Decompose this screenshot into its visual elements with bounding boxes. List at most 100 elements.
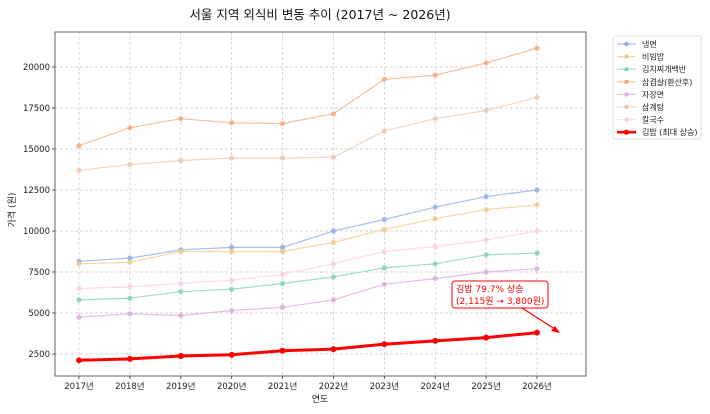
data-point[interactable] [229,277,235,283]
data-point[interactable] [229,155,235,161]
plot-frame [54,31,587,377]
chart-title: 서울 지역 외식비 변동 추이 (2017년 ~ 2026년) [189,7,450,22]
data-point[interactable] [279,271,286,278]
legend-item[interactable]: 삼겹살(환산후) [617,77,692,87]
series-lines [76,45,540,364]
data-point[interactable] [127,161,133,168]
data-point[interactable] [330,228,337,234]
data-point[interactable] [432,243,438,250]
data-point[interactable] [126,355,133,362]
data-point[interactable] [178,157,184,164]
data-point[interactable] [279,155,286,161]
legend-marker-icon [623,129,630,135]
data-point[interactable] [330,261,337,267]
data-point[interactable] [279,120,286,127]
data-point[interactable] [381,216,387,223]
x-tick-label: 2019년 [166,381,195,392]
data-point[interactable] [228,351,235,358]
data-point[interactable] [432,337,439,344]
data-point[interactable] [76,167,82,173]
data-point[interactable] [127,255,133,261]
data-point[interactable] [534,202,540,208]
data-point[interactable] [534,228,540,234]
data-point[interactable] [127,259,133,265]
data-point[interactable] [127,295,133,301]
data-point[interactable] [279,244,286,250]
data-point[interactable] [229,244,235,250]
data-point[interactable] [432,204,438,210]
data-point[interactable] [229,248,235,255]
data-point[interactable] [381,226,387,232]
data-point[interactable] [279,347,286,354]
legend-box [612,35,702,140]
data-point[interactable] [330,297,337,303]
data-point[interactable] [279,248,286,255]
y-axis-ticks: 2500 5000 7500 10000 12500 15000 17500 20000 [23,63,55,360]
data-point[interactable] [279,280,286,287]
data-point[interactable] [177,352,184,359]
y-tick-label: 15000 [23,145,50,155]
data-point[interactable] [381,281,387,287]
data-point[interactable] [534,329,540,336]
data-point[interactable] [330,239,337,246]
data-point[interactable] [534,94,540,100]
data-point[interactable] [381,265,387,271]
data-point[interactable] [432,116,438,122]
data-point[interactable] [127,125,133,131]
data-point[interactable] [76,357,82,364]
legend-item[interactable]: 칼국수 [617,116,664,125]
legend-item[interactable]: 김밥 (최대 상승) [617,127,698,137]
legend-marker-icon [624,67,629,72]
legend-marker-icon [624,92,629,97]
data-point[interactable] [483,107,489,114]
legend-item[interactable]: 냉면 [617,39,657,49]
data-point[interactable] [381,248,387,255]
legend-item[interactable]: 비빔밥 [617,52,665,62]
data-point[interactable] [534,250,540,256]
data-point[interactable] [381,341,388,348]
legend-item[interactable]: 김치찌개백반 [617,64,687,74]
data-point[interactable] [483,334,490,341]
data-point[interactable] [279,304,286,310]
data-point[interactable] [330,274,337,280]
data-point[interactable] [76,143,82,149]
legend-item[interactable]: 삼계탕 [617,102,665,112]
data-point[interactable] [534,45,540,51]
data-point[interactable] [432,72,438,78]
data-point[interactable] [432,216,438,222]
data-point[interactable] [483,237,489,243]
data-point[interactable] [483,193,489,200]
data-point[interactable] [381,76,387,82]
data-point[interactable] [534,266,540,272]
data-point[interactable] [330,111,337,117]
legend-item[interactable]: 자장면 [617,89,664,99]
data-point[interactable] [178,289,184,295]
data-point[interactable] [178,312,184,319]
x-axis-label: 연도 [312,394,329,405]
data-point[interactable] [229,307,235,314]
data-point[interactable] [178,280,184,287]
data-point[interactable] [127,284,133,290]
data-point[interactable] [76,261,82,267]
data-point[interactable] [432,275,438,282]
data-point[interactable] [432,261,438,267]
x-tick-label: 2026년 [522,381,551,392]
data-point[interactable] [76,314,82,320]
data-point[interactable] [229,286,235,292]
data-point[interactable] [534,187,540,193]
data-point[interactable] [178,248,184,255]
y-tick-label: 7500 [28,268,50,278]
data-point[interactable] [178,116,184,122]
data-point[interactable] [483,269,489,275]
data-point[interactable] [76,297,82,303]
data-point[interactable] [127,311,133,317]
data-point[interactable] [483,252,489,258]
data-point[interactable] [483,207,489,213]
data-point[interactable] [330,154,337,160]
data-point[interactable] [330,346,337,353]
data-point[interactable] [229,120,235,126]
data-point[interactable] [381,128,387,134]
series-3 [76,45,540,149]
data-point[interactable] [76,285,82,291]
data-point[interactable] [483,60,489,66]
